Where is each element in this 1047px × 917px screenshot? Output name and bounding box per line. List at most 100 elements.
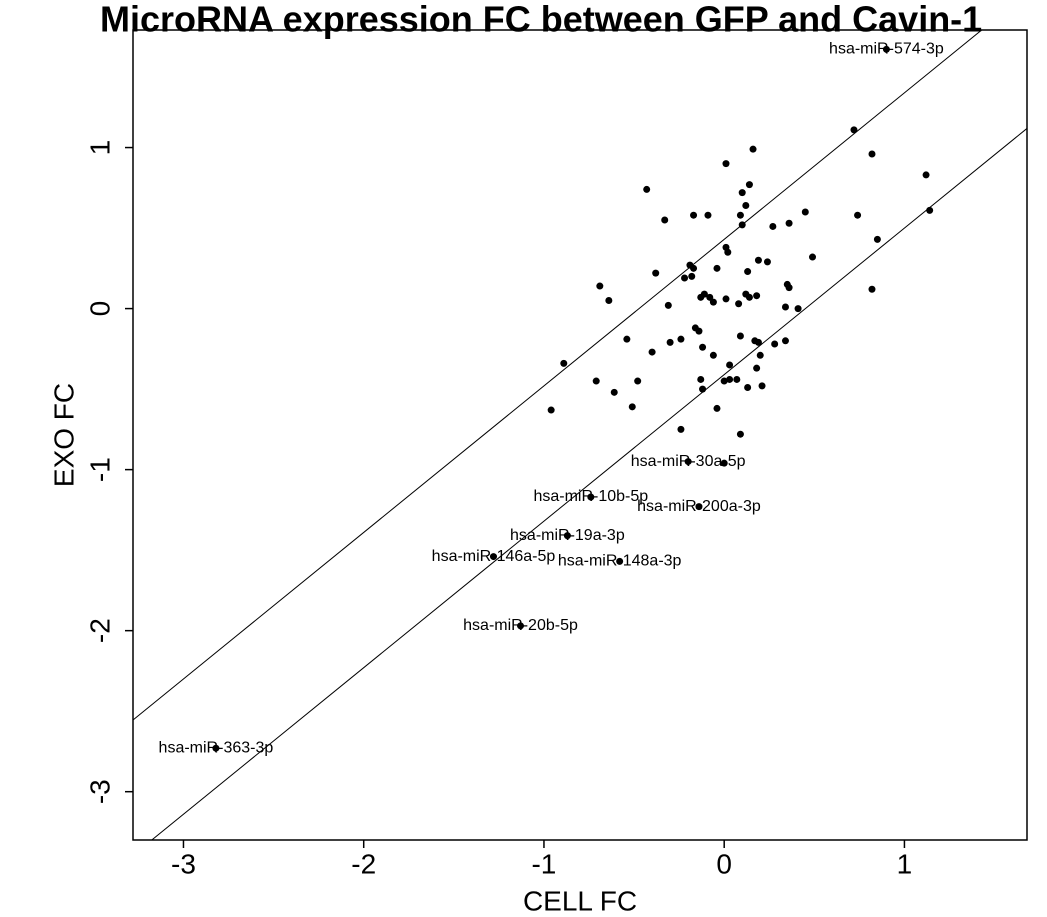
point: [664, 301, 672, 309]
point: [873, 235, 881, 243]
point: [592, 377, 600, 385]
point: [756, 351, 764, 359]
point: [781, 337, 789, 345]
point: [854, 211, 862, 219]
point: [709, 298, 717, 306]
point: [785, 219, 793, 227]
point: [742, 202, 750, 210]
point: [738, 189, 746, 197]
point: [704, 211, 712, 219]
reference-line: [150, 128, 1027, 840]
point: [623, 335, 631, 343]
point: [753, 364, 761, 372]
point: [563, 532, 571, 540]
point: [684, 458, 692, 466]
point: [661, 216, 669, 224]
point: [738, 221, 746, 229]
point: [713, 404, 721, 412]
point: [850, 126, 858, 134]
point: [758, 382, 766, 390]
y-tick-label: -3: [84, 779, 115, 804]
reference-line: [133, 30, 983, 721]
point: [736, 332, 744, 340]
point: [713, 264, 721, 272]
point: [648, 348, 656, 356]
point: [722, 295, 730, 303]
point: [677, 335, 685, 343]
point: [690, 264, 698, 272]
x-tick-label: -1: [531, 848, 556, 879]
point: [699, 385, 707, 393]
point: [722, 160, 730, 168]
point: [745, 181, 753, 189]
point: [709, 351, 717, 359]
point: [754, 338, 762, 346]
x-tick-label: 0: [716, 848, 732, 879]
point: [720, 377, 728, 385]
point: [781, 303, 789, 311]
point: [926, 206, 934, 214]
point: [610, 388, 618, 396]
point: [742, 290, 750, 298]
point: [695, 327, 703, 335]
point: [754, 256, 762, 264]
point: [753, 292, 761, 300]
point: [616, 557, 624, 565]
point: [801, 208, 809, 216]
x-tick-label: -2: [351, 848, 376, 879]
y-tick-label: 0: [84, 301, 115, 317]
point: [726, 361, 734, 369]
point: [547, 406, 555, 414]
point: [628, 403, 636, 411]
y-tick-label: -2: [84, 618, 115, 643]
point: [736, 211, 744, 219]
point: [517, 622, 525, 630]
point: [794, 305, 802, 313]
point: [699, 343, 707, 351]
point: [809, 253, 817, 261]
point: [749, 145, 757, 153]
point: [560, 359, 568, 367]
point: [695, 503, 703, 511]
point: [690, 211, 698, 219]
plot-frame: [132, 29, 1028, 841]
point: [587, 493, 595, 501]
x-tick-label: -3: [171, 848, 196, 879]
point: [596, 282, 604, 290]
plot-area: hsa-miR-574-3phsa-miR-30a-5phsa-miR-10b-…: [133, 30, 1027, 840]
point: [783, 280, 791, 288]
point: [706, 293, 714, 301]
point: [681, 274, 689, 282]
y-tick-label: -1: [84, 457, 115, 482]
point: [688, 272, 696, 280]
x-tick-label: 1: [897, 848, 913, 879]
point: [882, 45, 890, 53]
point: [652, 269, 660, 277]
point: [735, 300, 743, 308]
point: [677, 425, 685, 433]
point: [763, 258, 771, 266]
point: [720, 459, 728, 467]
x-axis-label: CELL FC: [523, 885, 637, 916]
point: [726, 375, 734, 383]
point: [868, 150, 876, 158]
y-axis-label: EXO FC: [48, 383, 79, 487]
point: [771, 340, 779, 348]
chart-title: MicroRNA expression FC between GFP and C…: [100, 0, 982, 40]
point: [489, 553, 497, 561]
point: [733, 375, 741, 383]
point: [634, 377, 642, 385]
point: [212, 744, 220, 752]
y-tick-label: 1: [84, 140, 115, 156]
point: [744, 383, 752, 391]
point: [724, 248, 732, 256]
point: [605, 297, 613, 305]
point: [736, 430, 744, 438]
point: [868, 285, 876, 293]
point: [769, 222, 777, 230]
point: [643, 185, 651, 193]
point: [700, 290, 708, 298]
point: [697, 375, 705, 383]
